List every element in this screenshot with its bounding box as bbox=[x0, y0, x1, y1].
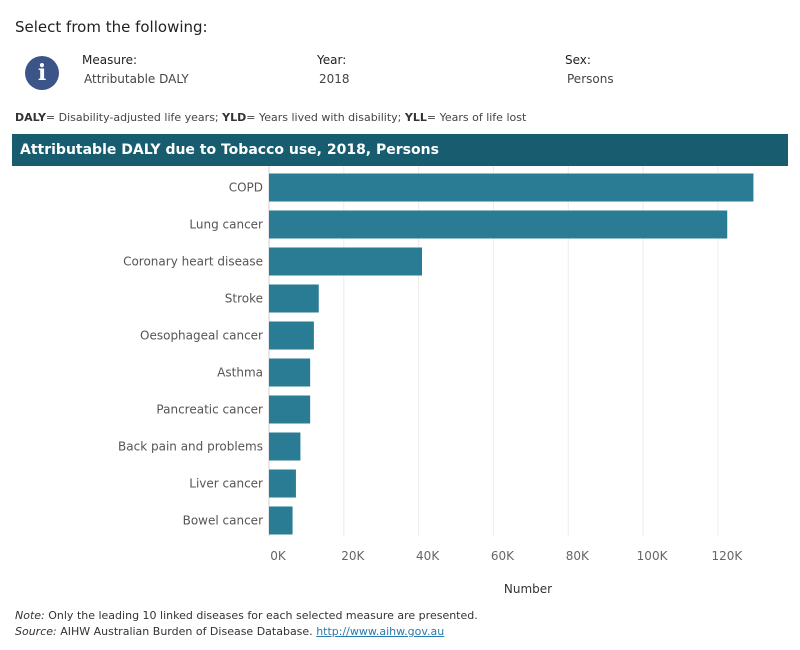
category-label: Lung cancer bbox=[189, 218, 263, 232]
bar-chart: COPD Lung cancer Coronary heart disease Str… bbox=[118, 166, 754, 596]
year-value[interactable]: 2018 bbox=[319, 72, 350, 86]
category-label: Asthma bbox=[217, 366, 263, 380]
category-label: Stroke bbox=[225, 292, 263, 306]
yll-text: = Years of life lost bbox=[426, 111, 527, 124]
daly-key: DALY bbox=[15, 111, 46, 124]
abbreviation-definitions: DALY= Disability-adjusted life years; YL… bbox=[15, 111, 526, 124]
source-text: AIHW Australian Burden of Disease Databa… bbox=[56, 625, 317, 638]
year-filter[interactable]: Year: 2018 bbox=[317, 53, 350, 86]
category-label: Bowel cancer bbox=[183, 514, 263, 528]
category-label: Back pain and problems bbox=[118, 440, 263, 454]
select-title: Select from the following: bbox=[15, 18, 208, 36]
yld-text: = Years lived with disability; bbox=[246, 111, 405, 124]
sex-label: Sex: bbox=[565, 53, 591, 67]
note-text: Only the leading 10 linked diseases for … bbox=[44, 609, 478, 622]
yld-key: YLD bbox=[222, 111, 247, 124]
chart-title: Attributable DALY due to Tobacco use, 20… bbox=[12, 134, 788, 166]
category-label: COPD bbox=[229, 181, 263, 195]
measure-value[interactable]: Attributable DALY bbox=[84, 72, 189, 86]
bar bbox=[269, 321, 314, 350]
source-link[interactable]: http://www.aihw.gov.au bbox=[316, 625, 445, 638]
bar bbox=[269, 506, 293, 535]
category-label: Liver cancer bbox=[189, 477, 263, 491]
x-tick-label: 20K bbox=[341, 549, 365, 563]
sex-value[interactable]: Persons bbox=[567, 72, 614, 86]
daly-text: = Disability-adjusted life years; bbox=[45, 111, 223, 124]
x-tick-label: 40K bbox=[416, 549, 440, 563]
info-icon[interactable]: i bbox=[25, 56, 59, 90]
year-label: Year: bbox=[317, 53, 347, 67]
x-tick-label: 60K bbox=[491, 549, 515, 563]
bar bbox=[269, 358, 311, 387]
x-tick-label: 0K bbox=[270, 549, 287, 563]
yll-key: YLL bbox=[404, 111, 427, 124]
x-axis-title: Number bbox=[504, 582, 552, 596]
measure-label: Measure: bbox=[82, 53, 138, 67]
bar bbox=[269, 210, 728, 239]
note-label: Note: bbox=[15, 609, 45, 622]
bar bbox=[269, 284, 319, 313]
x-tick-label: 100K bbox=[637, 549, 669, 563]
note-line: Note: Only the leading 10 linked disease… bbox=[15, 609, 478, 622]
bar bbox=[269, 173, 754, 202]
measure-filter[interactable]: Measure: Attributable DALY bbox=[82, 53, 189, 86]
source-label: Source: bbox=[15, 625, 57, 638]
bar bbox=[269, 432, 301, 461]
x-tick-label: 120K bbox=[711, 549, 743, 563]
bar bbox=[269, 247, 422, 276]
category-label: Pancreatic cancer bbox=[156, 403, 263, 417]
bar bbox=[269, 395, 311, 424]
category-label: Coronary heart disease bbox=[123, 255, 263, 269]
category-label: Oesophageal cancer bbox=[140, 329, 263, 343]
bar bbox=[269, 469, 296, 498]
source-line: Source: AIHW Australian Burden of Diseas… bbox=[15, 625, 444, 638]
x-tick-label: 80K bbox=[566, 549, 590, 563]
sex-filter[interactable]: Sex: Persons bbox=[565, 53, 614, 86]
